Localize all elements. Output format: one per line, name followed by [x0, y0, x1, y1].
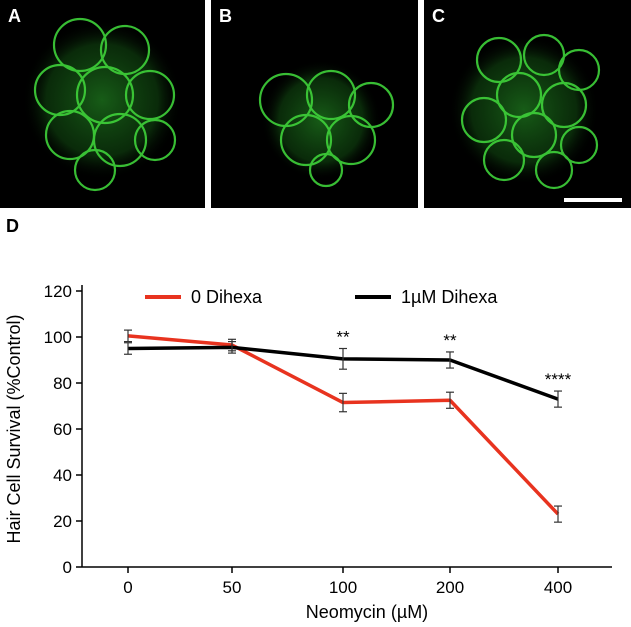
x-tick-label: 0 — [123, 578, 132, 597]
panel-c-label: C — [432, 6, 445, 26]
survival-line-chart: Hair Cell Survival (%Control) Neomycin (… — [4, 282, 612, 622]
y-tick-label: 120 — [44, 282, 72, 301]
panel-a-label: A — [8, 6, 21, 26]
y-tick-label: 40 — [53, 466, 72, 485]
micrograph-panel-b: B — [211, 0, 418, 208]
scale-bar — [564, 198, 622, 202]
micrograph-b-image — [258, 60, 395, 188]
x-tick-label: 400 — [544, 578, 572, 597]
y-tick-label: 20 — [53, 512, 72, 531]
significance-marker: **** — [545, 370, 572, 389]
y-tick-label: 0 — [63, 558, 72, 577]
micrograph-c-image — [449, 33, 601, 190]
x-tick-label: 100 — [329, 578, 357, 597]
y-axis-label: Hair Cell Survival (%Control) — [4, 314, 24, 543]
panel-b-label: B — [219, 6, 232, 26]
legend-label-0: 0 Dihexa — [191, 287, 263, 307]
micrograph-panel-c: C — [424, 0, 631, 208]
x-tick-label: 200 — [436, 578, 464, 597]
y-tick-label: 60 — [53, 420, 72, 439]
legend-label-1: 1µM Dihexa — [401, 287, 498, 307]
chart-axes: 0 20 40 60 80 100 120 0 50 100 200 400 — [44, 282, 612, 597]
micrograph-panel-a: A — [0, 0, 205, 208]
chart-legend: 0 Dihexa 1µM Dihexa — [145, 287, 498, 307]
significance-marker: ** — [443, 331, 457, 350]
y-tick-label: 100 — [44, 328, 72, 347]
micrograph-a-image — [22, 17, 182, 192]
panel-d-label: D — [6, 216, 19, 236]
significance-marker: ** — [336, 328, 350, 347]
chart-series: ** ****** — [124, 328, 572, 523]
y-tick-label: 80 — [53, 374, 72, 393]
x-axis-label: Neomycin (µM) — [306, 602, 428, 622]
x-tick-label: 50 — [223, 578, 242, 597]
